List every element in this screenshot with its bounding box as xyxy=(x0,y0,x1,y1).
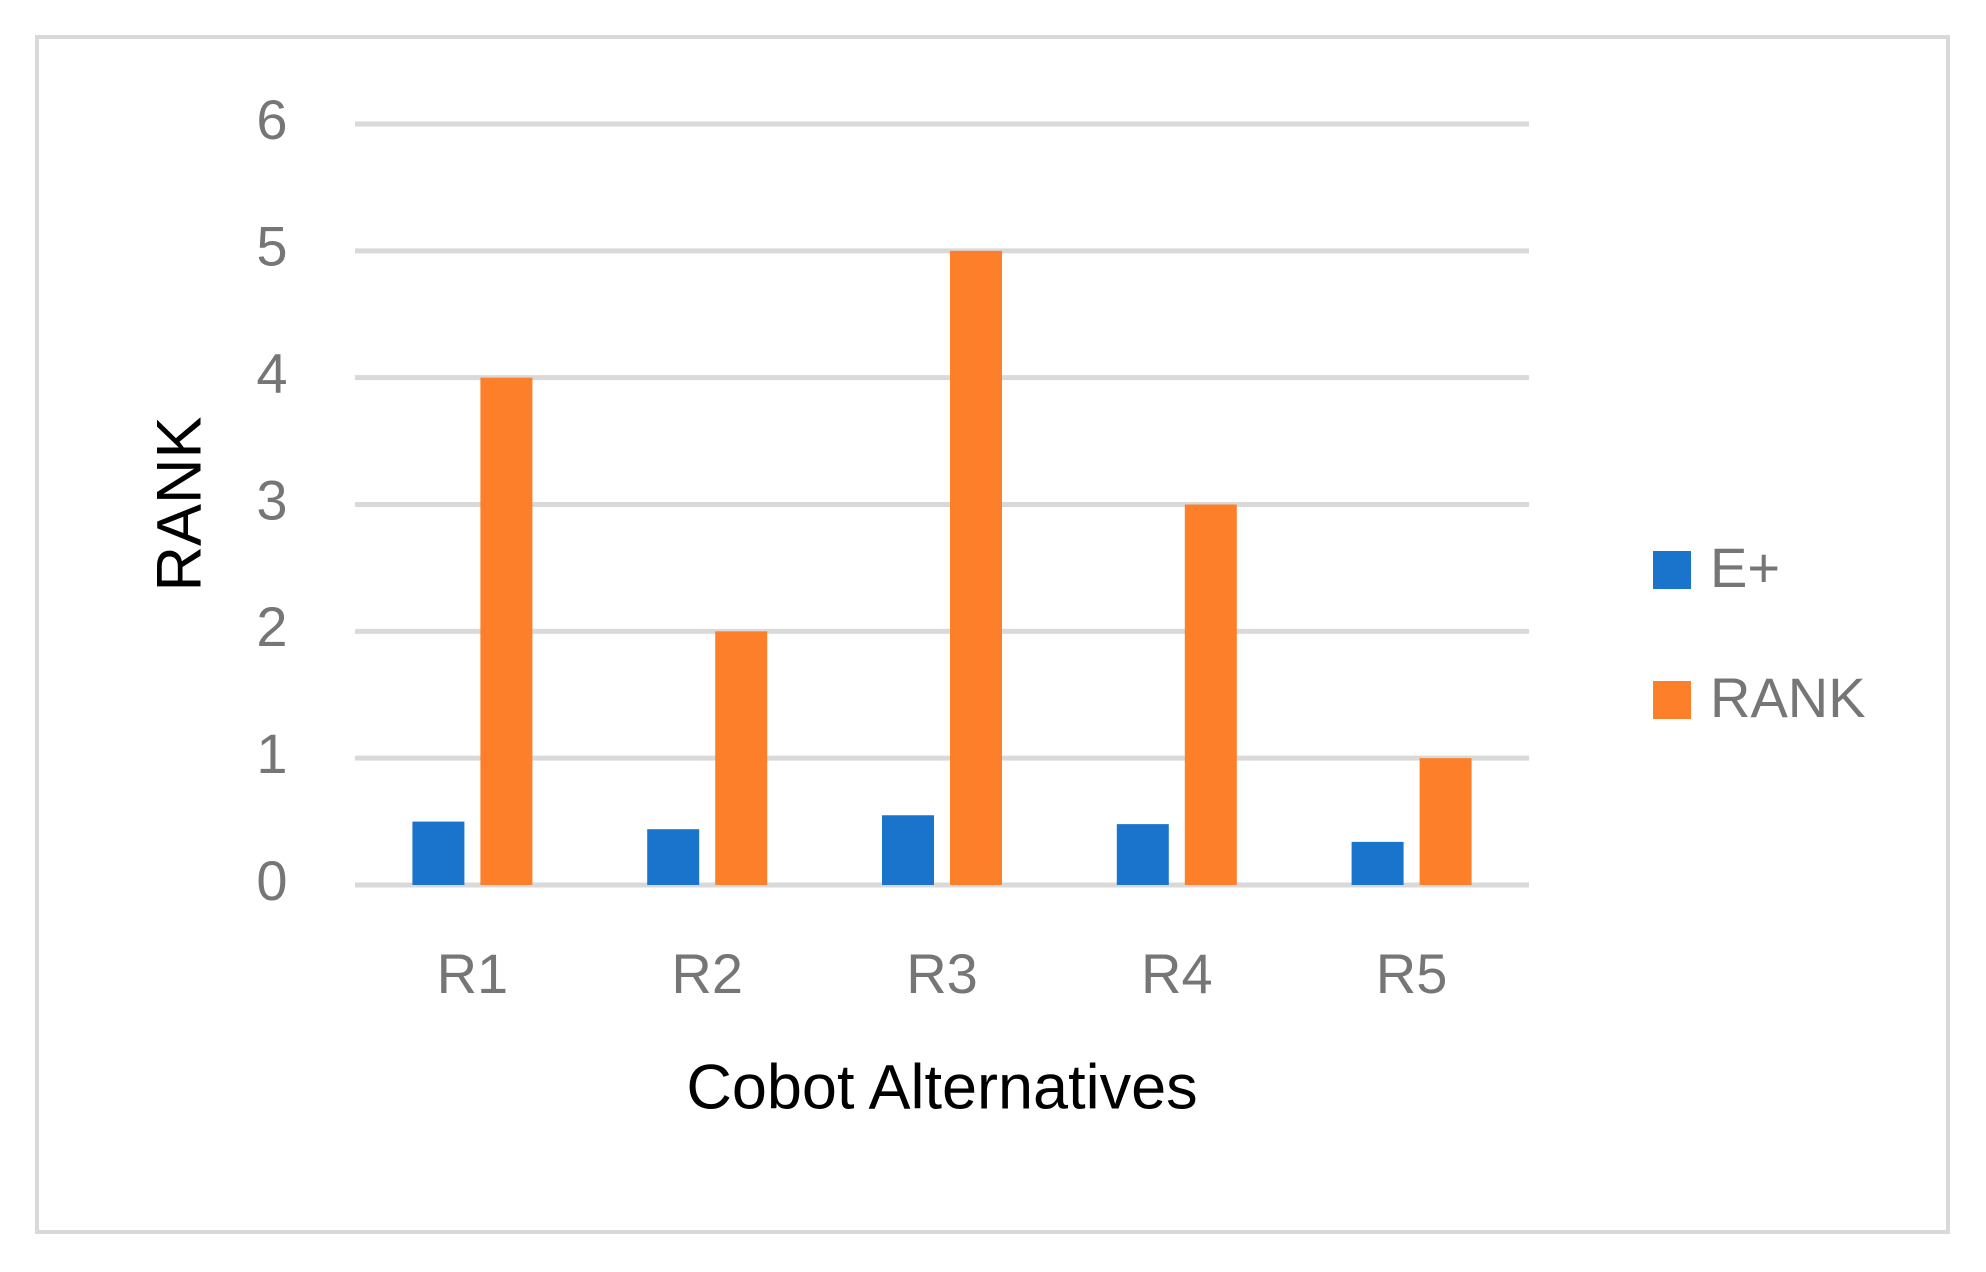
x-tick-label: R2 xyxy=(671,942,743,1005)
x-axis-title: Cobot Alternatives xyxy=(686,1053,1197,1123)
bar xyxy=(412,821,465,885)
y-tick-label: 5 xyxy=(256,215,287,278)
bar xyxy=(882,815,934,885)
y-tick-label: 4 xyxy=(256,341,287,404)
bar xyxy=(715,631,768,885)
y-axis-title: RANK xyxy=(145,416,215,591)
bar xyxy=(1419,758,1472,885)
x-tick-label: R3 xyxy=(906,942,978,1005)
bar xyxy=(647,829,700,885)
x-tick-label: R1 xyxy=(437,942,509,1005)
legend-swatch xyxy=(1653,681,1691,719)
x-tick-label: R4 xyxy=(1141,942,1213,1005)
bar xyxy=(1351,841,1404,885)
legend-swatch xyxy=(1653,551,1691,589)
legend-label: RANK xyxy=(1710,666,1866,729)
bar xyxy=(1116,824,1169,885)
bar xyxy=(1184,504,1237,885)
y-tick-label: 1 xyxy=(256,722,287,785)
y-tick-label: 3 xyxy=(256,468,287,531)
y-tick-label: 0 xyxy=(256,849,287,912)
bar xyxy=(480,377,533,885)
legend-label: E+ xyxy=(1710,536,1780,599)
bar xyxy=(950,250,1002,886)
y-tick-label: 6 xyxy=(256,88,287,151)
x-tick-label: R5 xyxy=(1376,942,1448,1005)
y-tick-label: 2 xyxy=(256,595,287,658)
